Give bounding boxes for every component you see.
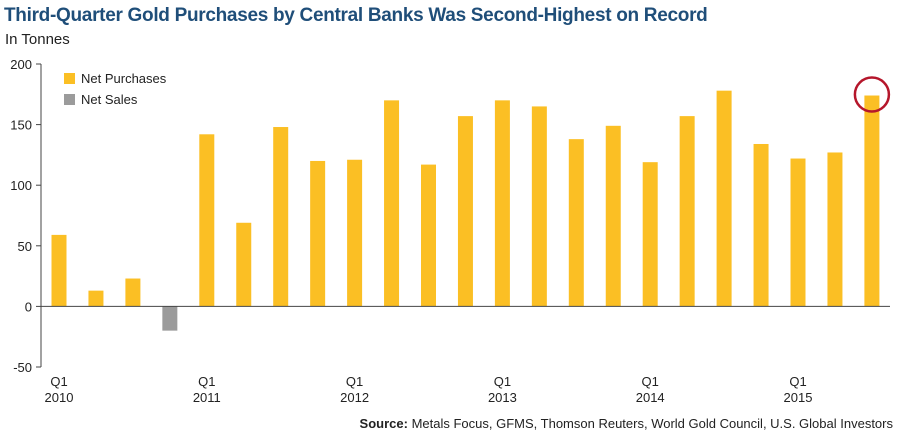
bar-net-purchases [88,290,104,307]
bar-net-purchases [347,159,363,307]
legend-label: Net Sales [81,92,138,107]
x-tick-label-quarter: Q1 [346,374,363,389]
chart-subtitle: In Tonnes [5,31,70,48]
bar-net-purchases [384,100,400,307]
bar-net-purchases [51,234,67,307]
x-tick-label-year: 2011 [193,390,221,405]
x-tick-label-year: 2015 [784,390,813,405]
bar-net-purchases [679,116,695,307]
y-tick-label: 200 [10,57,32,72]
bar-net-purchases [605,125,621,307]
bar-net-purchases [494,100,510,307]
bar-net-purchases [531,106,547,307]
bar-net-purchases [827,152,843,307]
legend-swatch [64,73,75,84]
x-tick-label-quarter: Q1 [494,374,511,389]
x-tick-label-quarter: Q1 [642,374,659,389]
x-tick-label-quarter: Q1 [789,374,806,389]
source-text: Metals Focus, GFMS, Thomson Reuters, Wor… [411,416,893,431]
bar-net-sales [162,306,178,331]
legend-swatch [64,94,75,105]
chart-title: Third-Quarter Gold Purchases by Central … [4,5,708,26]
highlight-circle [853,76,891,113]
bar-net-purchases [421,164,436,307]
x-tick-label-year: 2013 [488,390,517,405]
source-note: Source: Metals Focus, GFMS, Thomson Reut… [360,416,893,431]
y-tick-label: 100 [10,178,32,193]
source-label: Source: [359,416,408,431]
x-tick-label-quarter: Q1 [50,374,67,389]
y-tick-label: 50 [18,239,32,254]
bar-net-purchases [273,127,289,307]
bar-net-purchases [642,162,658,307]
bar-net-purchases [568,139,584,307]
x-tick-label-year: 2014 [636,390,665,405]
bar-net-purchases [236,222,252,307]
y-tick-label: 150 [10,118,32,133]
bar-net-purchases [716,90,732,307]
bar-net-purchases [864,95,880,307]
x-tick-label-year: 2010 [45,390,74,405]
bar-net-purchases [790,158,806,307]
x-tick-label-quarter: Q1 [198,374,215,389]
bar-net-purchases [125,278,141,307]
bar-net-purchases [310,160,326,307]
bar-net-purchases [199,134,215,307]
bar-net-purchases [753,143,769,307]
legend-label: Net Purchases [81,71,167,86]
y-tick-label: 0 [25,299,32,314]
x-tick-label-year: 2012 [340,390,369,405]
bar-net-purchases [457,116,473,307]
y-tick-label: -50 [13,360,32,375]
